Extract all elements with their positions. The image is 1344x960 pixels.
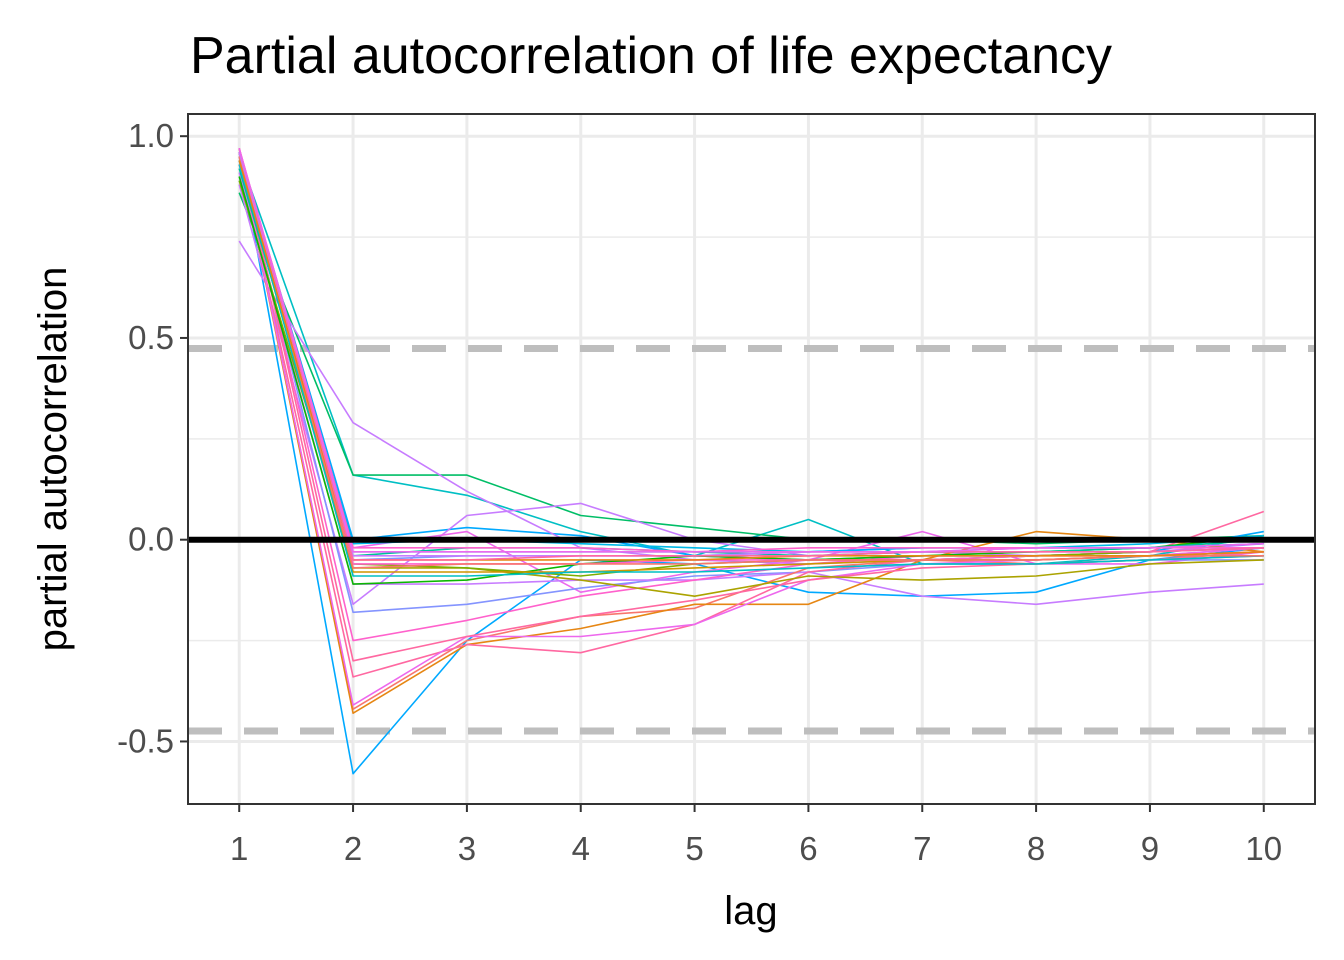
- reference-lines: [188, 344, 1315, 735]
- x-axis: 1 2 3 4 5 6 7 8 9 10: [230, 804, 1282, 867]
- y-tick-label: 0.0: [128, 521, 174, 558]
- x-tick-label: 3: [458, 830, 476, 867]
- series-line-26: [238, 156, 1264, 569]
- series-line-9: [238, 172, 1264, 606]
- x-tick-label: 9: [1141, 830, 1159, 867]
- y-tick-label: -0.5: [117, 722, 174, 759]
- series-line-11: [238, 152, 1264, 715]
- x-tick-label: 7: [913, 830, 931, 867]
- x-tick-label: 4: [572, 830, 590, 867]
- major-gridlines: [188, 114, 1315, 804]
- x-tick-label: 1: [230, 830, 248, 867]
- series-line-30: [238, 148, 1264, 561]
- series-line-24: [238, 160, 1264, 577]
- x-tick-label: 8: [1027, 830, 1045, 867]
- y-tick-label: 1.0: [128, 117, 174, 154]
- series-line-31: [238, 148, 1264, 553]
- x-tick-label: 5: [685, 830, 703, 867]
- series-line-16: [238, 164, 1264, 598]
- y-axis-title: partial autocorrelation: [31, 267, 75, 652]
- y-axis: 1.0 0.5 0.0 -0.5: [117, 117, 188, 759]
- x-tick-label: 2: [344, 830, 362, 867]
- plot-panel: [187, 113, 1316, 805]
- minor-gridlines: [188, 236, 1315, 642]
- chart-title: Partial autocorrelation of life expectan…: [190, 27, 1112, 85]
- panel-border: [187, 113, 1316, 805]
- y-tick-label: 0.5: [128, 319, 174, 356]
- x-tick-label: 10: [1245, 830, 1282, 867]
- series-line-1: [238, 152, 1264, 775]
- x-axis-title: lag: [724, 889, 777, 933]
- series-lines: [188, 148, 1315, 775]
- x-tick-label: 6: [799, 830, 817, 867]
- panel-background: [188, 114, 1315, 804]
